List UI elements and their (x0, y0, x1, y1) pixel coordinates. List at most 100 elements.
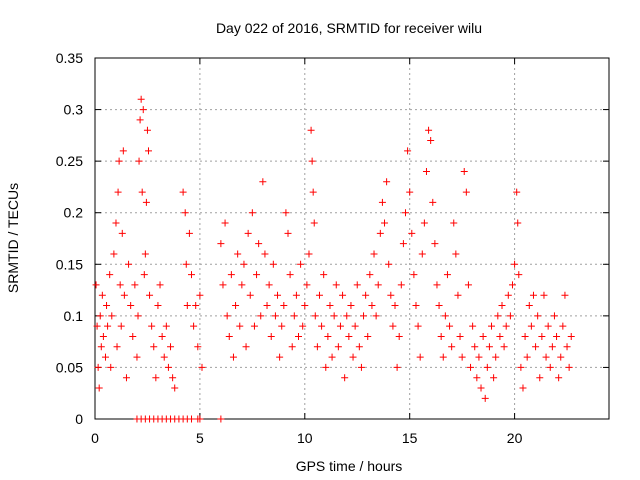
data-point (395, 332, 403, 340)
data-point (362, 291, 370, 299)
data-point (546, 363, 554, 371)
data-point (185, 229, 193, 237)
data-point (322, 363, 330, 371)
data-point (116, 281, 124, 289)
data-point (261, 250, 269, 258)
y-tick-label: 0.15 (56, 256, 83, 272)
data-point (514, 219, 522, 227)
data-point (523, 353, 531, 361)
data-point (479, 332, 487, 340)
data-point (156, 281, 164, 289)
data-point (301, 302, 309, 310)
data-point (336, 322, 344, 330)
data-point (269, 260, 277, 268)
data-point (431, 240, 439, 248)
data-point (280, 302, 288, 310)
data-point (182, 260, 190, 268)
data-point (416, 353, 424, 361)
data-point (139, 106, 147, 114)
data-point (513, 188, 521, 196)
data-point (320, 271, 328, 279)
data-point (232, 302, 240, 310)
data-point (557, 353, 565, 361)
data-point (143, 126, 151, 134)
data-point (429, 198, 437, 206)
data-point (259, 178, 267, 186)
data-point (129, 332, 137, 340)
data-point (221, 219, 229, 227)
x-tick-label: 20 (507, 430, 523, 446)
data-point (253, 271, 261, 279)
data-point (422, 167, 430, 175)
plot-frame (94, 57, 610, 420)
data-point (383, 178, 391, 186)
data-point (110, 250, 118, 258)
data-point (376, 229, 384, 237)
data-point (502, 322, 510, 330)
data-point (360, 312, 368, 320)
data-point (225, 332, 233, 340)
y-axis: 0 0.05 0.1 0.15 0.2 0.25 0.3 0.35 (56, 50, 609, 427)
data-point (477, 384, 485, 392)
data-point (374, 281, 382, 289)
data-point (282, 209, 290, 217)
data-point (103, 302, 111, 310)
data-point (101, 353, 109, 361)
data-point (95, 384, 103, 392)
data-point (391, 302, 399, 310)
grid (95, 58, 609, 419)
data-point (217, 240, 225, 248)
data-point (506, 312, 514, 320)
data-point (381, 219, 389, 227)
data-point (517, 363, 525, 371)
data-point (389, 322, 397, 330)
data-point (458, 353, 466, 361)
data-point (276, 353, 284, 361)
data-point (94, 363, 102, 371)
data-point (99, 332, 107, 340)
data-point (263, 302, 271, 310)
y-axis-label: SRMTID / TECUs (5, 183, 21, 293)
data-point (238, 281, 246, 289)
data-point (179, 188, 187, 196)
data-point (98, 291, 106, 299)
data-point (242, 343, 250, 351)
data-point (427, 137, 435, 145)
data-point (548, 343, 556, 351)
data-point (164, 363, 172, 371)
data-point (553, 332, 561, 340)
data-point (284, 229, 292, 237)
data-point (290, 312, 298, 320)
data-point (448, 343, 456, 351)
data-point (490, 374, 498, 382)
data-point (310, 219, 318, 227)
data-point (107, 363, 115, 371)
data-point (355, 343, 363, 351)
data-point (244, 229, 252, 237)
data-point (387, 291, 395, 299)
data-point (467, 363, 475, 371)
data-point (341, 374, 349, 382)
data-point (544, 322, 552, 330)
data-point (425, 126, 433, 134)
data-point (368, 302, 376, 310)
y-tick-label: 0.2 (64, 205, 84, 221)
data-point (136, 116, 144, 124)
data-point (454, 291, 462, 299)
data-point (318, 322, 326, 330)
data-point (142, 198, 150, 206)
data-point (127, 302, 135, 310)
data-point (450, 219, 458, 227)
data-point (504, 291, 512, 299)
data-point (96, 312, 104, 320)
data-point (198, 363, 206, 371)
data-point (148, 322, 156, 330)
data-point (353, 281, 361, 289)
data-point (295, 332, 303, 340)
data-point (339, 291, 347, 299)
y-tick-label: 0 (75, 411, 83, 427)
data-point (437, 332, 445, 340)
data-point (372, 312, 380, 320)
data-point (308, 157, 316, 165)
